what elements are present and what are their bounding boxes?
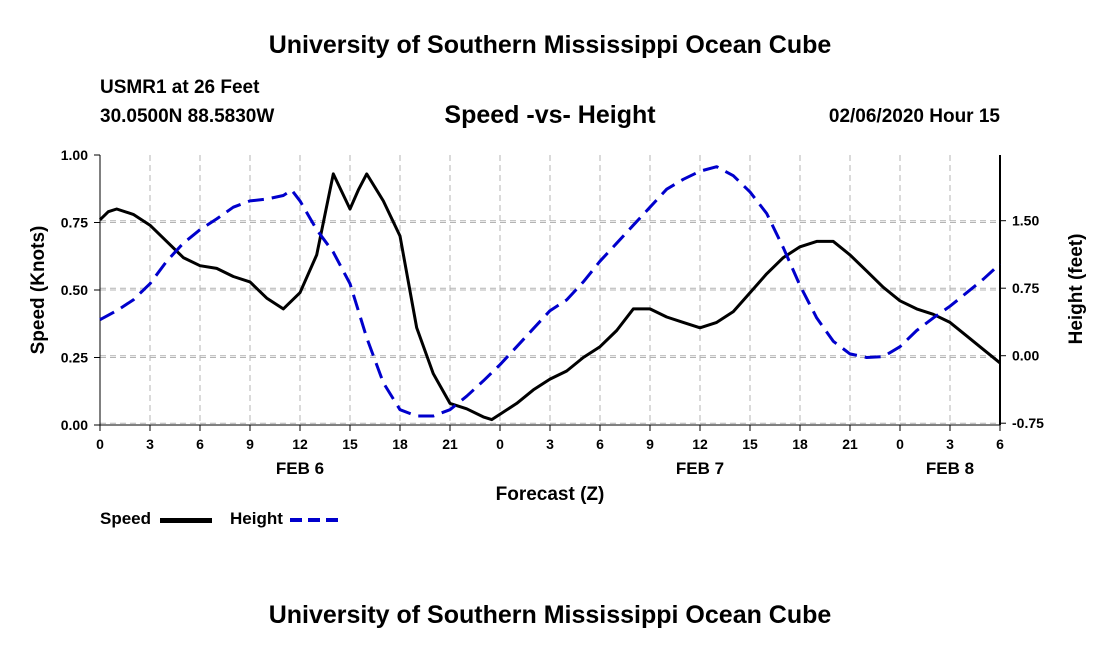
x-tick-label: 15 xyxy=(342,436,358,452)
axis-ticks xyxy=(94,154,1006,431)
y2-tick-label: 0.75 xyxy=(1012,280,1039,296)
x-tick-label: 0 xyxy=(96,436,104,452)
legend-height-label: Height xyxy=(230,509,283,528)
y2-tick-label: -0.75 xyxy=(1012,415,1044,431)
y2-tick-label: 0.00 xyxy=(1012,348,1039,364)
forecast-datetime: 02/06/2020 Hour 15 xyxy=(828,106,1000,127)
x-tick-label: 0 xyxy=(496,436,504,452)
station-coords: 30.0500N 88.5830W xyxy=(100,106,275,127)
y2-tick-label: 1.50 xyxy=(1012,213,1039,229)
y-tick-label: 1.00 xyxy=(61,147,88,163)
legend-height-swatch xyxy=(290,518,344,522)
legend-speed-swatch xyxy=(160,518,212,523)
series-lines xyxy=(98,165,1002,422)
height-series-line xyxy=(99,165,1002,418)
date-label: FEB 8 xyxy=(926,459,974,478)
y-tick-label: 0.75 xyxy=(61,215,88,231)
x-tick-label: 21 xyxy=(442,436,458,452)
y-tick-label: 0.50 xyxy=(61,282,88,298)
x-axis-label: Forecast (Z) xyxy=(496,484,605,505)
x-tick-label: 9 xyxy=(246,436,254,452)
y-axis-label: Speed (Knots) xyxy=(28,226,49,355)
page-title: University of Southern Mississippi Ocean… xyxy=(268,31,832,59)
y-tick-label: 0.25 xyxy=(61,350,88,366)
x-tick-label: 6 xyxy=(196,436,204,452)
date-label: FEB 6 xyxy=(276,459,324,478)
x-tick-label: 12 xyxy=(692,436,708,452)
x-tick-label: 3 xyxy=(546,436,554,452)
x-tick-label: 0 xyxy=(896,436,904,452)
axis-labels: 0 3 6 9 12 15 18 21 0 3 6 9 12 15 18 21 0 3 6 FEB 6 FEB 7 FEB… xyxy=(61,147,1044,478)
grid-lines xyxy=(100,155,1000,425)
x-tick-label: 6 xyxy=(996,436,1004,452)
y2-axis-label: Height (feet) xyxy=(1066,234,1087,345)
x-tick-label: 6 xyxy=(596,436,604,452)
speed-height-chart: 0 3 6 9 12 15 18 21 0 3 6 9 12 15 18 21 0 3 6 FEB 6 FEB 7 FEB… xyxy=(28,147,1087,505)
y-tick-label: 0.00 xyxy=(61,417,88,433)
x-tick-label: 21 xyxy=(842,436,858,452)
x-tick-label: 12 xyxy=(292,436,308,452)
x-tick-label: 18 xyxy=(792,436,808,452)
x-tick-label: 18 xyxy=(392,436,408,452)
chart-title: Speed -vs- Height xyxy=(444,101,656,129)
footer-title: University of Southern Mississippi Ocean… xyxy=(268,601,832,629)
x-tick-label: 3 xyxy=(946,436,954,452)
legend-speed-label: Speed xyxy=(100,509,152,528)
speed-series-line xyxy=(98,172,1001,422)
x-tick-label: 9 xyxy=(646,436,654,452)
x-tick-label: 3 xyxy=(146,436,154,452)
date-label: FEB 7 xyxy=(676,459,724,478)
x-tick-label: 15 xyxy=(742,436,758,452)
station-name: USMR1 at 26 Feet xyxy=(100,77,260,98)
